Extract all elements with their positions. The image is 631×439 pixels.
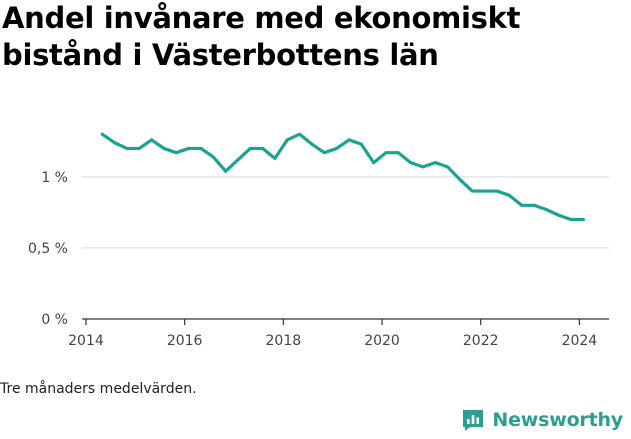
newsworthy-logo-icon (463, 410, 484, 431)
data-point (125, 147, 129, 150)
data-point (236, 158, 240, 162)
data-point (458, 178, 462, 182)
x-axis-ticks: 2014 2016 2018 2020 2022 2024 (68, 319, 597, 349)
x-tick-label: 2018 (266, 333, 302, 349)
data-point (150, 138, 153, 142)
chart-title: Andel invånare med ekonomiskt bistånd i … (2, 1, 521, 72)
data-point (137, 147, 141, 150)
brand-name: Newsworthy (492, 409, 623, 431)
data-point (421, 165, 425, 169)
data-point (544, 208, 548, 211)
data-point (483, 189, 487, 193)
data-point (273, 156, 277, 160)
data-point (211, 155, 215, 159)
data-point (174, 151, 178, 155)
x-tick-label: 2016 (167, 333, 203, 349)
data-point (359, 142, 363, 146)
data-point (187, 147, 190, 150)
data-point (433, 161, 437, 165)
data-point (261, 147, 265, 150)
y-axis-ticks: 0 % 0,5 % 1 % (28, 170, 68, 328)
data-point (396, 151, 400, 155)
newsworthy-logo[interactable]: Newsworthy (461, 408, 623, 432)
data-point (372, 161, 376, 165)
data-point (507, 193, 511, 197)
data-point (100, 132, 104, 136)
data-point (495, 189, 499, 193)
x-tick-label: 2020 (364, 333, 400, 349)
footnote: Tre månaders medelvärden. (0, 381, 197, 397)
data-point (335, 147, 339, 150)
x-tick-label: 2022 (463, 333, 499, 349)
x-tick-label: 2014 (68, 333, 104, 349)
data-point (446, 165, 450, 169)
data-point (569, 218, 573, 221)
y-tick-label: 0 % (41, 312, 68, 328)
x-tick-label: 2024 (562, 333, 598, 349)
data-point (310, 142, 314, 146)
data-point (285, 138, 289, 142)
gridlines (82, 176, 609, 320)
series-group (100, 132, 585, 222)
y-tick-label: 0,5 % (28, 241, 68, 257)
data-point (298, 132, 302, 136)
series-line (100, 132, 585, 222)
data-point (113, 141, 116, 145)
data-point (384, 151, 388, 155)
data-point (557, 213, 561, 217)
data-point (224, 169, 227, 173)
data-point (581, 218, 585, 221)
data-point (199, 147, 203, 150)
data-point (322, 151, 326, 155)
data-point (470, 189, 474, 193)
y-tick-label: 1 % (41, 170, 68, 186)
data-point (347, 138, 351, 142)
data-point (248, 147, 252, 150)
data-point (520, 203, 524, 207)
data-point (409, 161, 413, 165)
data-point (162, 147, 166, 150)
data-point (532, 203, 536, 207)
